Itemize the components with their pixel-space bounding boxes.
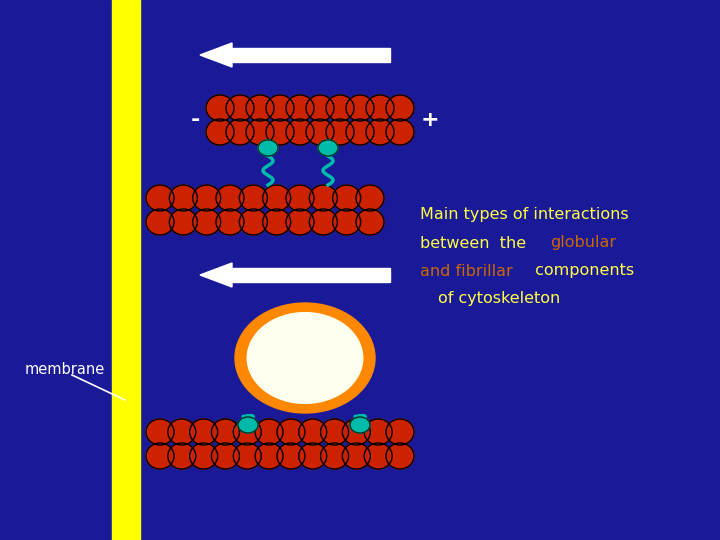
Ellipse shape xyxy=(326,95,354,121)
Ellipse shape xyxy=(189,419,217,445)
Text: components: components xyxy=(530,264,634,279)
Polygon shape xyxy=(200,263,232,287)
Ellipse shape xyxy=(168,419,196,445)
Ellipse shape xyxy=(310,209,338,235)
Ellipse shape xyxy=(216,185,244,211)
Ellipse shape xyxy=(233,419,261,445)
Ellipse shape xyxy=(286,209,314,235)
Text: and fibrillar: and fibrillar xyxy=(420,264,513,279)
Text: Main types of interactions: Main types of interactions xyxy=(420,207,629,222)
Ellipse shape xyxy=(189,443,217,469)
Text: globular: globular xyxy=(550,235,616,251)
Bar xyxy=(232,268,390,281)
Ellipse shape xyxy=(364,419,392,445)
Ellipse shape xyxy=(356,209,384,235)
Ellipse shape xyxy=(299,419,327,445)
Ellipse shape xyxy=(226,95,254,121)
Ellipse shape xyxy=(320,419,348,445)
Ellipse shape xyxy=(318,140,338,156)
Ellipse shape xyxy=(226,119,254,145)
Ellipse shape xyxy=(263,185,291,211)
Ellipse shape xyxy=(212,419,240,445)
Polygon shape xyxy=(200,43,232,67)
Ellipse shape xyxy=(235,303,375,413)
Bar xyxy=(232,49,390,62)
Bar xyxy=(112,0,140,540)
Ellipse shape xyxy=(346,95,374,121)
Text: between  the: between the xyxy=(420,235,536,251)
Ellipse shape xyxy=(306,119,334,145)
Ellipse shape xyxy=(356,185,384,211)
Ellipse shape xyxy=(277,443,305,469)
Ellipse shape xyxy=(206,95,234,121)
Ellipse shape xyxy=(310,185,338,211)
Ellipse shape xyxy=(364,443,392,469)
Ellipse shape xyxy=(168,443,196,469)
Ellipse shape xyxy=(286,95,314,121)
Ellipse shape xyxy=(306,95,334,121)
Ellipse shape xyxy=(277,419,305,445)
Ellipse shape xyxy=(266,119,294,145)
Ellipse shape xyxy=(169,185,197,211)
Ellipse shape xyxy=(247,313,363,403)
Ellipse shape xyxy=(320,443,348,469)
Ellipse shape xyxy=(343,419,370,445)
Ellipse shape xyxy=(146,443,174,469)
Ellipse shape xyxy=(246,119,274,145)
Ellipse shape xyxy=(326,119,354,145)
Text: -: - xyxy=(190,110,199,130)
Ellipse shape xyxy=(193,185,220,211)
Ellipse shape xyxy=(266,95,294,121)
Ellipse shape xyxy=(263,209,291,235)
Ellipse shape xyxy=(206,119,234,145)
Ellipse shape xyxy=(333,209,361,235)
Ellipse shape xyxy=(366,119,394,145)
Ellipse shape xyxy=(299,443,327,469)
Ellipse shape xyxy=(193,209,220,235)
Ellipse shape xyxy=(366,95,394,121)
Ellipse shape xyxy=(386,443,414,469)
Ellipse shape xyxy=(146,419,174,445)
Ellipse shape xyxy=(386,95,414,121)
Text: +: + xyxy=(420,110,439,130)
Ellipse shape xyxy=(146,185,174,211)
Ellipse shape xyxy=(343,443,370,469)
Ellipse shape xyxy=(255,443,283,469)
Ellipse shape xyxy=(386,419,414,445)
Ellipse shape xyxy=(246,95,274,121)
Ellipse shape xyxy=(239,209,267,235)
Ellipse shape xyxy=(146,209,174,235)
Ellipse shape xyxy=(286,185,314,211)
Ellipse shape xyxy=(255,419,283,445)
Ellipse shape xyxy=(346,119,374,145)
Text: of cytoskeleton: of cytoskeleton xyxy=(438,292,560,307)
Ellipse shape xyxy=(216,209,244,235)
Ellipse shape xyxy=(350,417,370,433)
Ellipse shape xyxy=(386,119,414,145)
Ellipse shape xyxy=(239,185,267,211)
Ellipse shape xyxy=(258,140,278,156)
Ellipse shape xyxy=(286,119,314,145)
Ellipse shape xyxy=(238,417,258,433)
Ellipse shape xyxy=(233,443,261,469)
Text: membrane: membrane xyxy=(25,362,105,377)
Ellipse shape xyxy=(212,443,240,469)
Ellipse shape xyxy=(333,185,361,211)
Ellipse shape xyxy=(169,209,197,235)
